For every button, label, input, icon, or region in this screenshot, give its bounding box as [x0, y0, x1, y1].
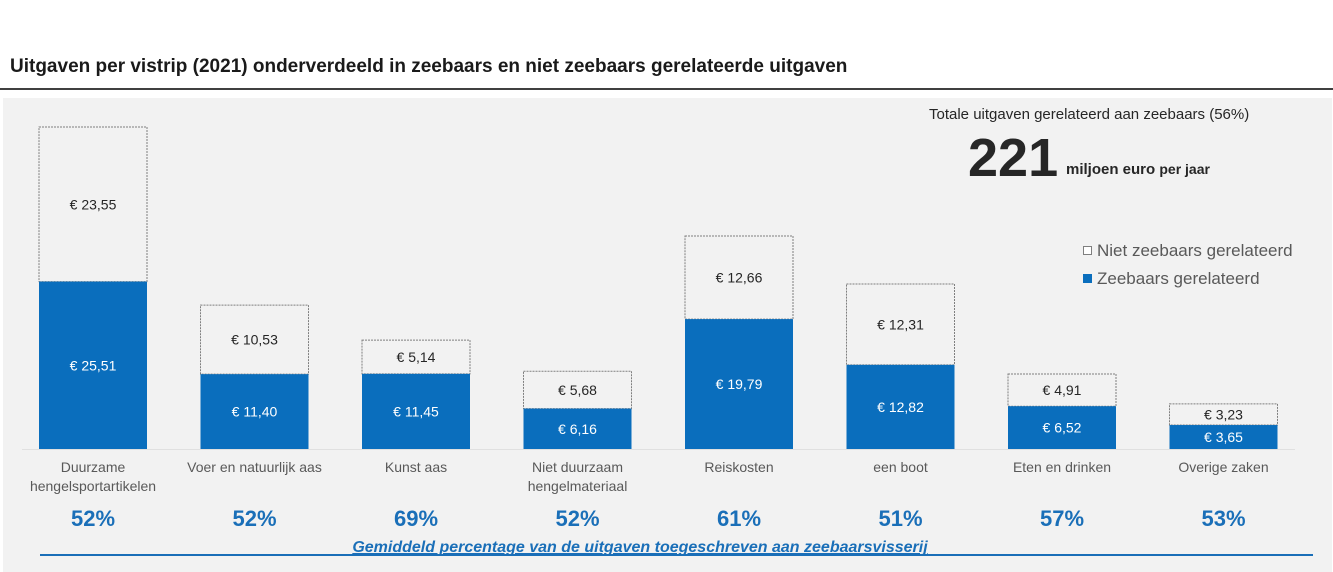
total-unit-bold: miljoen euro	[1066, 161, 1156, 178]
category-label: Voer en natuurlijk aas	[187, 459, 322, 475]
legend-swatch-zeebaars	[1083, 274, 1092, 283]
percentage-label: 52%	[232, 506, 276, 531]
data-label-niet-zeebaars: € 5,14	[397, 349, 436, 365]
category-label: Eten en drinken	[1013, 459, 1111, 475]
data-label-niet-zeebaars: € 3,23	[1204, 406, 1243, 422]
category-label: Reiskosten	[704, 459, 773, 475]
category-label: hengelmateriaal	[528, 478, 628, 494]
data-label-zeebaars: € 25,51	[70, 357, 117, 373]
percent-caption: Gemiddeld percentage van de uitgaven toe…	[352, 539, 928, 556]
data-label-zeebaars: € 11,40	[232, 404, 278, 420]
total-value: 221	[968, 128, 1059, 188]
bar-segment-niet-zeebaars	[846, 283, 955, 366]
percentage-label: 51%	[878, 506, 922, 531]
data-label-zeebaars: € 11,45	[393, 403, 439, 419]
legend-swatch-niet-zeebaars	[1083, 246, 1092, 255]
category-label: Overige zaken	[1178, 459, 1268, 475]
category-label: Niet duurzaam	[532, 459, 623, 475]
percentage-label: 57%	[1040, 506, 1084, 531]
percentage-label: 53%	[1201, 506, 1245, 531]
category-label: een boot	[873, 459, 928, 475]
bar-segment-niet-zeebaars	[361, 339, 471, 375]
data-label-niet-zeebaars: € 4,91	[1043, 382, 1082, 398]
bar-segment-zeebaars	[523, 408, 632, 449]
percentage-label: 52%	[555, 506, 599, 531]
data-label-zeebaars: € 3,65	[1204, 429, 1243, 445]
percentage-label: 69%	[394, 506, 438, 531]
total-unit-rest: per jaar	[1159, 161, 1210, 177]
legend-label-niet-zeebaars: Niet zeebaars gerelateerd	[1097, 241, 1293, 260]
data-label-niet-zeebaars: € 12,31	[877, 316, 924, 332]
bar-segment-zeebaars	[685, 319, 793, 449]
bar-segment-zeebaars	[362, 373, 470, 449]
data-label-zeebaars: € 6,16	[558, 421, 597, 437]
bar-segment-zeebaars	[39, 281, 147, 449]
data-label-zeebaars: € 12,82	[877, 399, 924, 415]
total-subtitle: Totale uitgaven gerelateerd aan zeebaars…	[929, 106, 1250, 123]
bar-segment-zeebaars	[1169, 425, 1278, 449]
bar-segment-zeebaars	[846, 364, 955, 449]
bar-segment-niet-zeebaars	[38, 126, 148, 283]
data-label-niet-zeebaars: € 10,53	[231, 332, 278, 348]
category-label: Duurzame	[61, 459, 126, 475]
bar-segment-niet-zeebaars	[684, 235, 794, 320]
bar-segment-niet-zeebaars	[200, 304, 309, 375]
bar-segment-zeebaars	[200, 374, 309, 449]
data-label-zeebaars: € 6,52	[1043, 420, 1082, 436]
title-divider	[0, 88, 1333, 90]
legend-item-zeebaars: Zeebaars gerelateerd	[1083, 269, 1260, 289]
chart-title: Uitgaven per vistrip (2021) onderverdeel…	[10, 56, 848, 77]
bar-segment-niet-zeebaars	[523, 370, 632, 410]
legend-label-zeebaars: Zeebaars gerelateerd	[1097, 269, 1260, 288]
legend-item-niet-zeebaars: Niet zeebaars gerelateerd	[1083, 241, 1293, 261]
bar-segment-zeebaars	[1008, 406, 1116, 449]
category-label: Kunst aas	[385, 459, 447, 475]
total-unit: miljoen euro per jaar	[1066, 161, 1210, 178]
percentage-label: 61%	[717, 506, 761, 531]
percentage-label: 52%	[71, 506, 115, 531]
data-label-niet-zeebaars: € 23,55	[70, 196, 117, 212]
data-label-zeebaars: € 19,79	[716, 376, 763, 392]
bar-segment-niet-zeebaars	[1007, 373, 1117, 407]
category-label: hengelsportartikelen	[30, 478, 156, 494]
data-label-niet-zeebaars: € 12,66	[716, 270, 763, 286]
data-label-niet-zeebaars: € 5,68	[558, 382, 597, 398]
